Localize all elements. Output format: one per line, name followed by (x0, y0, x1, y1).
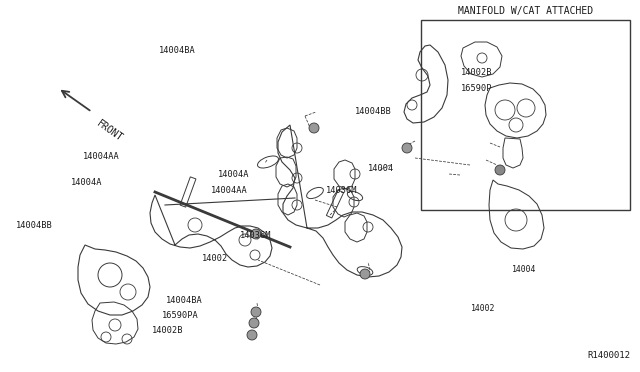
Text: 14004BB: 14004BB (16, 221, 52, 230)
Text: 14004A: 14004A (218, 170, 249, 179)
Circle shape (251, 307, 261, 317)
Text: FRONT: FRONT (95, 118, 125, 143)
Text: 14036M: 14036M (326, 186, 358, 195)
Circle shape (402, 143, 412, 153)
Text: 14002: 14002 (471, 304, 495, 313)
Text: 14036M: 14036M (240, 231, 271, 240)
Text: 14004BA: 14004BA (159, 46, 195, 55)
Text: 14004AA: 14004AA (83, 153, 120, 161)
Text: 14002B: 14002B (152, 326, 184, 335)
Text: R1400012: R1400012 (587, 351, 630, 360)
Text: 14004AA: 14004AA (211, 186, 248, 195)
Text: 16590PA: 16590PA (162, 311, 198, 320)
Circle shape (309, 123, 319, 133)
Text: 16590P: 16590P (461, 84, 492, 93)
Text: 14004A: 14004A (71, 178, 102, 187)
Circle shape (247, 330, 257, 340)
Bar (421, 20, 630, 210)
Circle shape (251, 229, 261, 239)
Circle shape (495, 165, 505, 175)
Text: 14004: 14004 (368, 164, 394, 173)
Text: MANIFOLD W/CAT ATTACHED: MANIFOLD W/CAT ATTACHED (458, 6, 593, 16)
Text: 14002B: 14002B (461, 68, 492, 77)
Circle shape (249, 318, 259, 328)
Text: 14004BA: 14004BA (166, 296, 203, 305)
Text: 14004BB: 14004BB (355, 107, 392, 116)
Text: 14002: 14002 (202, 254, 228, 263)
Text: 14004: 14004 (512, 265, 536, 274)
Circle shape (360, 269, 370, 279)
